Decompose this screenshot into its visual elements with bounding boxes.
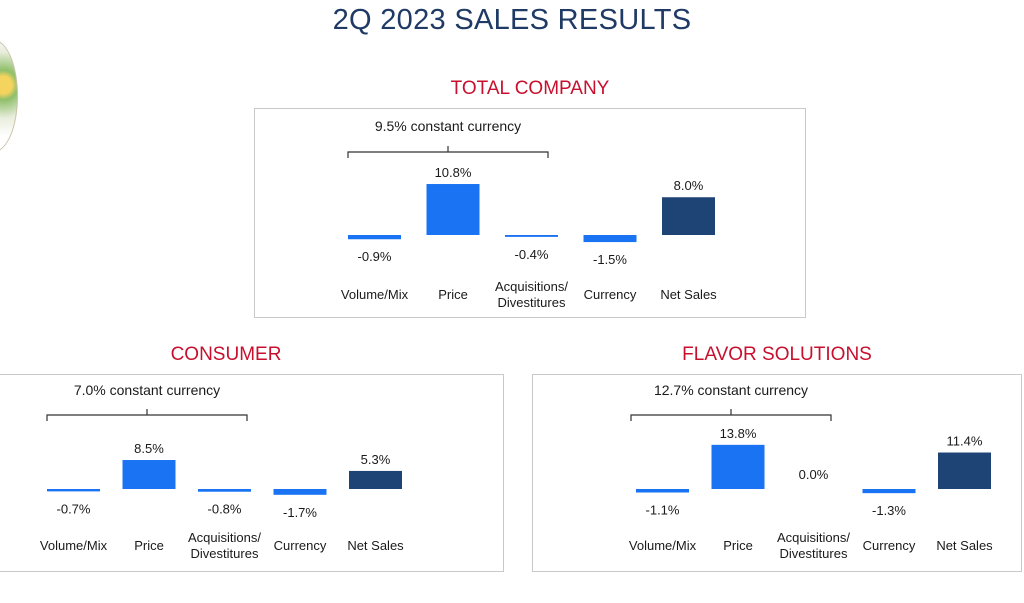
total-company-title: TOTAL COMPANY (450, 78, 610, 99)
flavor-solutions-bar-4 (862, 489, 916, 494)
consumer-bar-1 (47, 489, 100, 492)
total-company-bracket (347, 146, 549, 158)
consumer-category-label-2: Price (134, 538, 164, 553)
total-company-bar-4 (583, 235, 637, 243)
total-company-category-label-2: Price (438, 287, 468, 302)
flavor-solutions-category-label-4: Currency (863, 538, 916, 553)
consumer-bracket-label: 7.0% constant currency (74, 382, 220, 398)
consumer-panel: 7.0% constant currency -0.7% Volume/Mix 8.5… (0, 374, 504, 572)
total-company-value-label-3: -0.4% (515, 247, 549, 262)
total-company-bar-5 (662, 197, 715, 235)
flavor-solutions-panel: 12.7% constant currency -1.1% Volume/Mix 13… (532, 374, 1022, 572)
flavor-solutions-bar-5 (938, 452, 991, 489)
total-company-bar-1 (348, 235, 401, 240)
total-company-bar-2 (426, 184, 480, 235)
flavor-solutions-bar-1 (636, 489, 689, 493)
consumer-value-label-2: 8.5% (134, 441, 164, 456)
consumer-value-label-3: -0.8% (208, 502, 242, 517)
consumer-value-label-1: -0.7% (57, 501, 91, 516)
consumer-category-label-3: Acquisitions/Divestitures (188, 530, 261, 561)
total-company-value-label-4: -1.5% (593, 252, 627, 267)
page-title: 2Q 2023 SALES RESULTS (332, 4, 692, 36)
total-company-category-label-4: Currency (584, 287, 637, 302)
decorative-image (0, 40, 18, 152)
flavor-solutions-bar-2 (711, 444, 765, 489)
flavor-solutions-value-label-2: 13.8% (720, 426, 757, 441)
flavor-solutions-value-label-5: 11.4% (947, 434, 983, 449)
flavor-solutions-value-label-4: -1.3% (872, 503, 906, 518)
flavor-solutions-bracket (630, 409, 832, 421)
flavor-solutions-title: FLAVOR SOLUTIONS (682, 344, 872, 365)
total-company-value-label-2: 10.8% (435, 165, 472, 180)
total-company-bar-3 (505, 235, 558, 237)
total-company-bracket-label: 9.5% constant currency (375, 118, 521, 134)
consumer-category-label-5: Net Sales (347, 538, 404, 553)
total-company-category-label-3: Acquisitions/Divestitures (495, 279, 568, 310)
consumer-bracket (46, 409, 248, 421)
total-company-category-label-5: Net Sales (660, 287, 717, 302)
flavor-solutions-category-label-2: Price (723, 538, 753, 553)
flavor-solutions-category-label-5: Net Sales (936, 538, 993, 553)
consumer-bar-3 (198, 489, 251, 492)
total-company-value-label-1: -0.9% (358, 249, 392, 264)
consumer-bar-5 (349, 470, 402, 489)
flavor-solutions-bracket-label: 12.7% constant currency (654, 382, 808, 398)
total-company-panel: 9.5% constant currency -0.9% Volume/Mix 10.… (254, 108, 806, 318)
consumer-bar-2 (122, 460, 176, 489)
flavor-solutions-category-label-3: Acquisitions/Divestitures (777, 530, 850, 561)
consumer-category-label-4: Currency (274, 538, 327, 553)
flavor-solutions-value-label-3: 0.0% (799, 467, 829, 482)
consumer-value-label-5: 5.3% (361, 452, 391, 467)
total-company-chart: 9.5% constant currency -0.9% Volume/Mix 10.… (341, 118, 717, 310)
flavor-solutions-category-label-1: Volume/Mix (629, 538, 697, 553)
consumer-value-label-4: -1.7% (283, 505, 317, 520)
consumer-category-label-1: Volume/Mix (40, 538, 108, 553)
consumer-chart: 7.0% constant currency -0.7% Volume/Mix 8.5… (40, 382, 404, 561)
total-company-value-label-5: 8.0% (674, 178, 704, 193)
consumer-bar-4 (273, 489, 327, 495)
total-company-category-label-1: Volume/Mix (341, 287, 409, 302)
flavor-solutions-chart: 12.7% constant currency -1.1% Volume/Mix 13… (629, 382, 993, 561)
flavor-solutions-value-label-1: -1.1% (646, 503, 680, 518)
consumer-title: CONSUMER (170, 344, 282, 365)
